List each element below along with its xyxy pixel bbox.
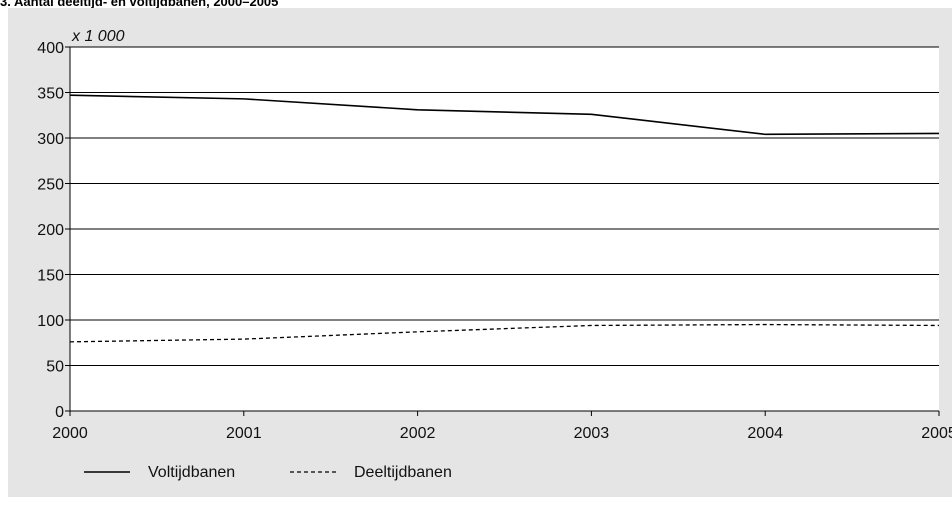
x-tick-label-2004: 2004 bbox=[747, 425, 783, 442]
line-chart: 0 50 100 150 200 250 300 350 400 2000 2001 2002 2003… bbox=[37, 28, 952, 481]
y-tick-label-0: 0 bbox=[55, 404, 64, 421]
y-tick-label-350: 350 bbox=[37, 86, 64, 103]
x-tick-label-2005: 2005 bbox=[921, 425, 952, 442]
series-line-deeltijdbanen bbox=[69, 323, 940, 343]
x-tick-label-2002: 2002 bbox=[400, 425, 436, 442]
y-tick-label-300: 300 bbox=[37, 131, 64, 148]
y-tick-label-100: 100 bbox=[37, 313, 64, 330]
legend-label-voltijdbanen: Voltijdbanen bbox=[148, 464, 235, 481]
x-tick-label-2001: 2001 bbox=[226, 425, 262, 442]
y-unit-label: x 1 000 bbox=[71, 28, 125, 45]
series-line-voltijdbanen bbox=[69, 94, 940, 136]
y-tick-label-200: 200 bbox=[37, 222, 64, 239]
chart-title: 3. Aantal deeltijd- en voltijdbanen, 200… bbox=[0, 0, 279, 9]
x-tick-label-2000: 2000 bbox=[52, 425, 88, 442]
y-tick-label-150: 150 bbox=[37, 268, 64, 285]
x-tick-label-2003: 2003 bbox=[574, 425, 610, 442]
y-tick-label-400: 400 bbox=[37, 40, 64, 57]
chart-panel: 0 50 100 150 200 250 300 350 400 2000 2001 2002 2003… bbox=[8, 8, 952, 497]
y-tick-label-250: 250 bbox=[37, 177, 64, 194]
legend-label-deeltijdbanen: Deeltijdbanen bbox=[354, 464, 452, 481]
y-tick-label-50: 50 bbox=[46, 359, 64, 376]
